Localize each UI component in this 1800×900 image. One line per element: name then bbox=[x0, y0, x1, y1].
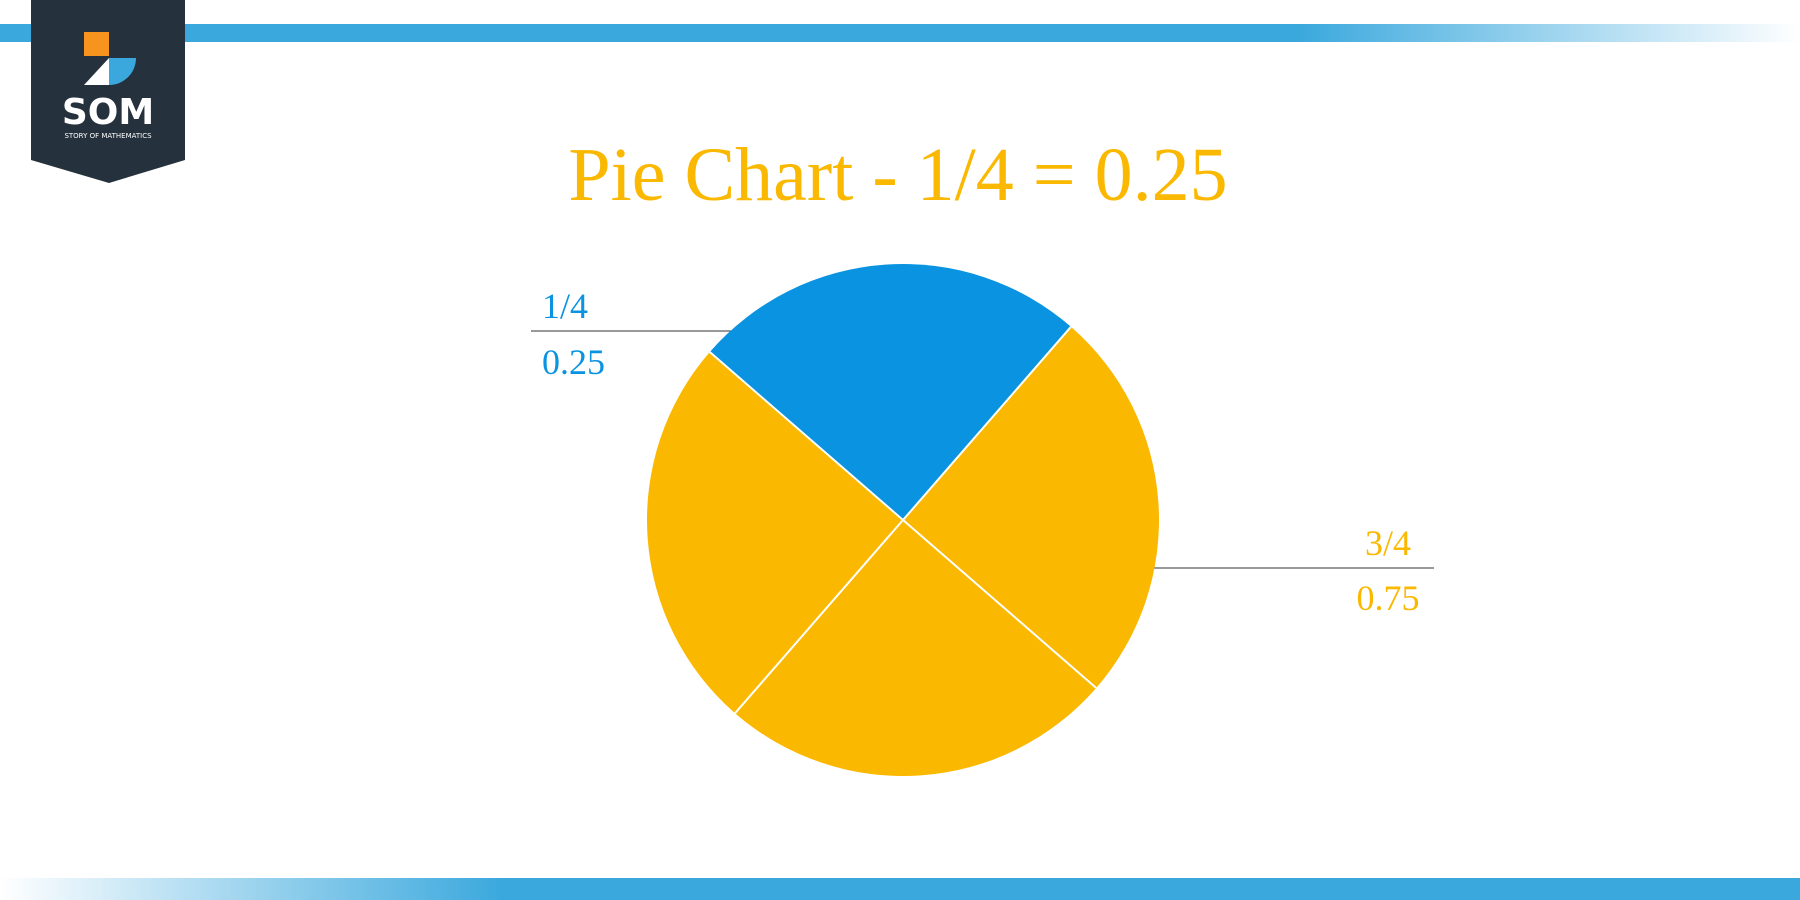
logo-badge bbox=[31, 0, 185, 183]
slice-value: 0.75 bbox=[1357, 578, 1420, 618]
slice-divider bbox=[902, 326, 1072, 521]
slice-divider bbox=[709, 351, 904, 521]
pie-slice bbox=[709, 264, 1071, 520]
logo-tagline: STORY OF MATHEMATICS bbox=[64, 132, 152, 140]
logo-shape bbox=[84, 58, 109, 85]
chart-title: Pie Chart - 1/4 = 0.25 bbox=[568, 133, 1227, 217]
slice-value: 0.25 bbox=[542, 342, 605, 382]
top-bar bbox=[0, 24, 1800, 42]
logo-shape bbox=[109, 58, 136, 85]
pie-slice bbox=[647, 326, 1159, 777]
logo: SOM STORY OF MATHEMATICS bbox=[31, 0, 185, 183]
slice-divider bbox=[902, 519, 1097, 689]
slice-label: 3/4 bbox=[1365, 523, 1411, 563]
logo-name: SOM bbox=[62, 92, 154, 133]
bottom-bar bbox=[0, 878, 1800, 900]
logo-shape bbox=[84, 32, 108, 56]
slice-divider bbox=[734, 519, 904, 714]
slice-label: 1/4 bbox=[542, 286, 588, 326]
